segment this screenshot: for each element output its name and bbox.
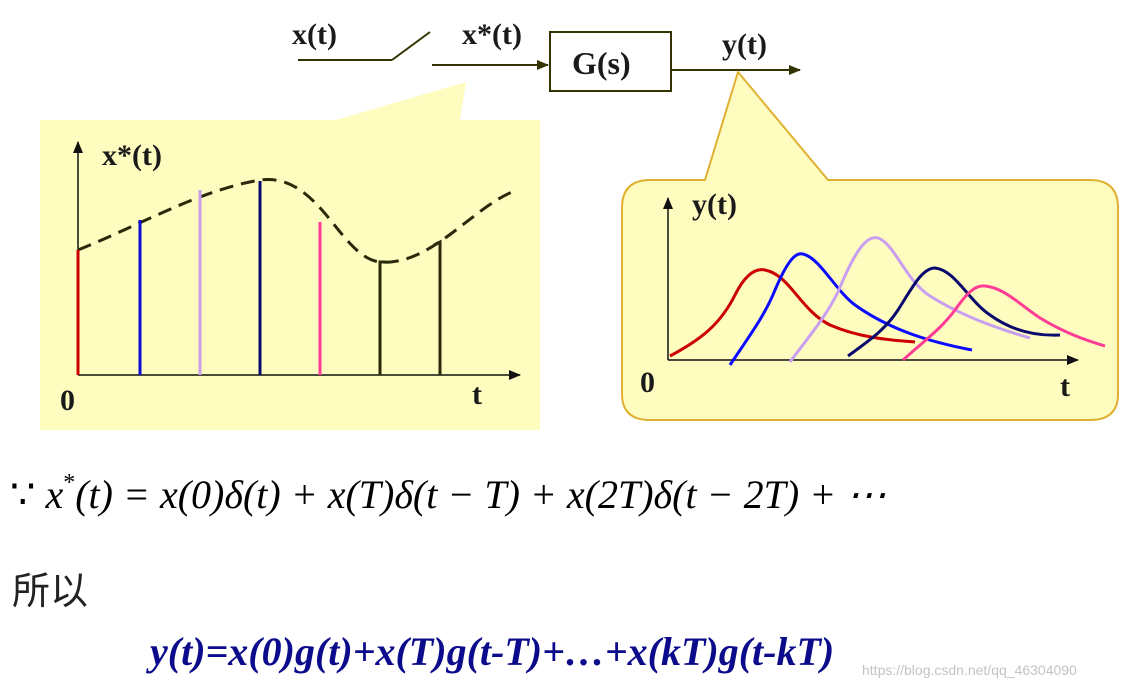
response-curves xyxy=(669,236,1106,366)
left-origin-label: 0 xyxy=(60,384,75,417)
left-callout-pointer xyxy=(336,82,466,120)
equation-rest: (t) = x(0)δ(t) + x(T)δ(t − T) + x(2T)δ(t… xyxy=(75,472,887,517)
response-curve-2 xyxy=(788,236,1031,363)
response-panel: y(t) 0 t xyxy=(621,69,1119,421)
right-y-label: y(t) xyxy=(692,188,737,221)
so-text: 所以 xyxy=(12,569,89,613)
impulse-5 xyxy=(378,260,386,375)
transfer-block xyxy=(549,31,672,92)
equation-star: * xyxy=(63,470,76,496)
sampler-switch xyxy=(391,31,431,61)
sampled-label: x*(t) xyxy=(462,18,522,51)
left-y-label: x*(t) xyxy=(102,139,162,172)
impulse-group xyxy=(76,181,442,375)
block-diagram: x(t) x*(t) G(s) y(t) xyxy=(292,18,801,92)
result-equation: y(t)=x(0)g(t)+x(T)g(t-T)+…+x(kT)g(t-kT) xyxy=(150,629,835,674)
because-symbol: ∵ xyxy=(10,472,36,517)
impulse-6 xyxy=(433,239,442,375)
right-callout xyxy=(621,69,1119,421)
impulse-sum-equation: ∵ x*(t) = x(0)δ(t) + x(T)δ(t − T) + x(2T… xyxy=(10,470,1110,518)
left-panel-background xyxy=(40,120,540,430)
watermark: https://blog.csdn.net/qq_46304090 xyxy=(862,662,1077,678)
block-label: G(s) xyxy=(572,45,631,81)
equation-x: x xyxy=(45,472,64,517)
right-x-label: t xyxy=(1060,370,1070,403)
response-curve-0 xyxy=(669,268,916,358)
input-label: x(t) xyxy=(292,18,337,51)
output-label: y(t) xyxy=(722,28,767,61)
sampled-signal-panel: x*(t) 0 t xyxy=(40,82,540,430)
response-curve-3 xyxy=(847,266,1061,358)
envelope-dashed-curve xyxy=(77,178,513,264)
response-curve-4 xyxy=(901,284,1106,362)
left-x-label: t xyxy=(472,378,482,411)
right-origin-label: 0 xyxy=(640,366,655,399)
response-curve-1 xyxy=(728,252,973,366)
